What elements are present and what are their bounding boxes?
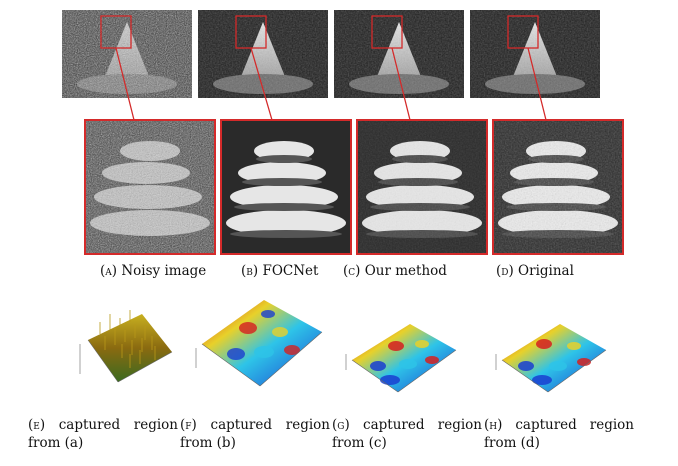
surface-plot-original (482, 310, 612, 402)
caption-d: (d) Original (496, 263, 574, 279)
caption-e-line2: from (a) (28, 435, 84, 451)
thumbnail-focnet (198, 10, 328, 98)
caption-h-line1: (h) captured region (484, 417, 634, 433)
caption-g-line1: (g) captured region (332, 417, 482, 433)
zoom-noisy (84, 119, 216, 255)
caption-g-line2: from (c) (332, 435, 387, 451)
thumbnail-our-method (334, 10, 464, 98)
zoom-original (492, 119, 624, 255)
surface-plot-our-method (332, 310, 462, 402)
caption-b: (b) FOCNet (241, 263, 319, 279)
caption-g: (g) captured region from (c) (332, 416, 482, 452)
zoom-our-method (356, 119, 488, 255)
caption-f-line1: (f) captured region (180, 417, 330, 433)
caption-c: (c) Our method (343, 263, 447, 279)
caption-e-line1: (e) captured region (28, 417, 178, 433)
caption-h-line2: from (d) (484, 435, 540, 451)
caption-h: (h) captured region from (d) (484, 416, 634, 452)
caption-a: (a) Noisy image (100, 263, 207, 279)
surface-plot-noisy (60, 300, 180, 400)
thumbnail-noisy (62, 10, 192, 98)
zoom-connectors (100, 15, 547, 121)
caption-e: (e) captured region from (a) (28, 416, 178, 452)
zoom-focnet (220, 119, 352, 255)
caption-f-line2: from (b) (180, 435, 236, 451)
surface-plot-focnet (188, 292, 328, 397)
thumbnail-original (470, 10, 600, 98)
caption-f: (f) captured region from (b) (180, 416, 330, 452)
